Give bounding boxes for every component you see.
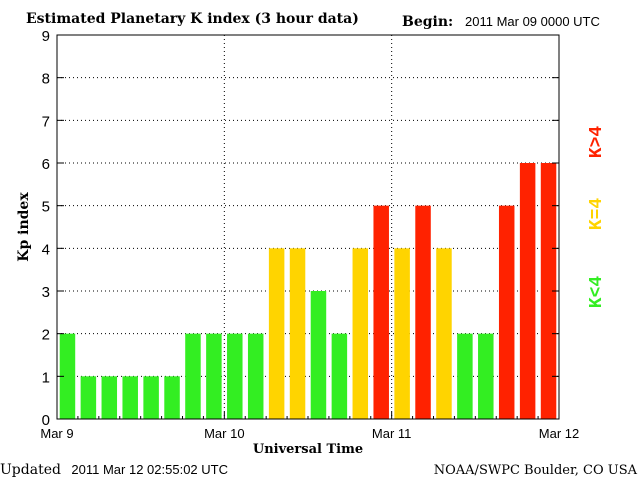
y-tick-label: 6 — [42, 156, 50, 173]
y-tick-label: 8 — [42, 71, 50, 88]
y-tick-label: 2 — [42, 327, 50, 344]
updated-line: Updated 2011 Mar 12 02:55:02 UTC — [0, 462, 228, 478]
kp-bar — [498, 205, 515, 419]
y-tick-label: 5 — [42, 199, 50, 216]
y-axis-label: Kp index — [16, 192, 32, 262]
begin-label: Begin: — [402, 14, 453, 30]
x-tick-label: Mar 9 — [40, 426, 73, 441]
x-tick-label: Mar 10 — [204, 426, 244, 441]
kp-bar — [415, 205, 431, 419]
updated-value: 2011 Mar 12 02:55:02 UTC — [71, 462, 228, 477]
kp-bar — [310, 291, 327, 419]
y-tick-label: 7 — [42, 113, 50, 130]
kp-bar — [373, 205, 389, 419]
kp-bar — [331, 333, 348, 419]
kp-bar — [394, 248, 410, 419]
kp-bar — [289, 248, 306, 419]
kp-bar — [101, 376, 118, 419]
y-axis-ticks: 0 1 2 3 4 5 6 7 8 9 — [42, 28, 559, 429]
bars — [59, 163, 557, 419]
legend-item: K>4 — [587, 126, 607, 159]
grid-lines — [57, 35, 559, 419]
updated-label: Updated — [0, 462, 61, 478]
kp-bar — [247, 333, 264, 419]
legend-item: K=4 — [587, 198, 607, 231]
kp-bar — [227, 333, 243, 419]
kp-bar — [540, 163, 557, 419]
kp-bar — [206, 333, 222, 419]
legend: K<4 K=4 K>4 — [587, 126, 607, 309]
kp-bar — [352, 248, 369, 419]
x-axis-label: Universal Time — [253, 442, 363, 457]
kp-bar — [143, 376, 159, 419]
kp-bar — [164, 376, 180, 419]
kp-bar — [122, 376, 138, 419]
kp-bar — [59, 333, 76, 419]
kp-bar — [268, 248, 285, 419]
kp-bar — [478, 333, 494, 419]
legend-item: K<4 — [587, 276, 607, 309]
x-tick-label: Mar 12 — [539, 426, 579, 441]
y-tick-label: 1 — [42, 369, 50, 386]
chart-title: Estimated Planetary K index (3 hour data… — [26, 11, 359, 27]
kp-bar — [185, 333, 201, 419]
x-axis-ticks: Mar 9 Mar 10 Mar 11 Mar 12 — [40, 412, 579, 441]
kp-bar — [519, 163, 536, 419]
y-tick-label: 9 — [42, 28, 50, 45]
y-tick-label: 4 — [42, 241, 50, 258]
kp-bar — [436, 248, 452, 419]
y-tick-label: 3 — [42, 284, 50, 301]
kp-bar — [457, 333, 473, 419]
kp-bar — [80, 376, 97, 419]
begin-value: 2011 Mar 09 0000 UTC — [465, 14, 600, 29]
x-tick-label: Mar 11 — [372, 426, 412, 441]
credit-text: NOAA/SWPC Boulder, CO USA — [434, 463, 638, 478]
y-tick-label: 0 — [42, 412, 50, 429]
